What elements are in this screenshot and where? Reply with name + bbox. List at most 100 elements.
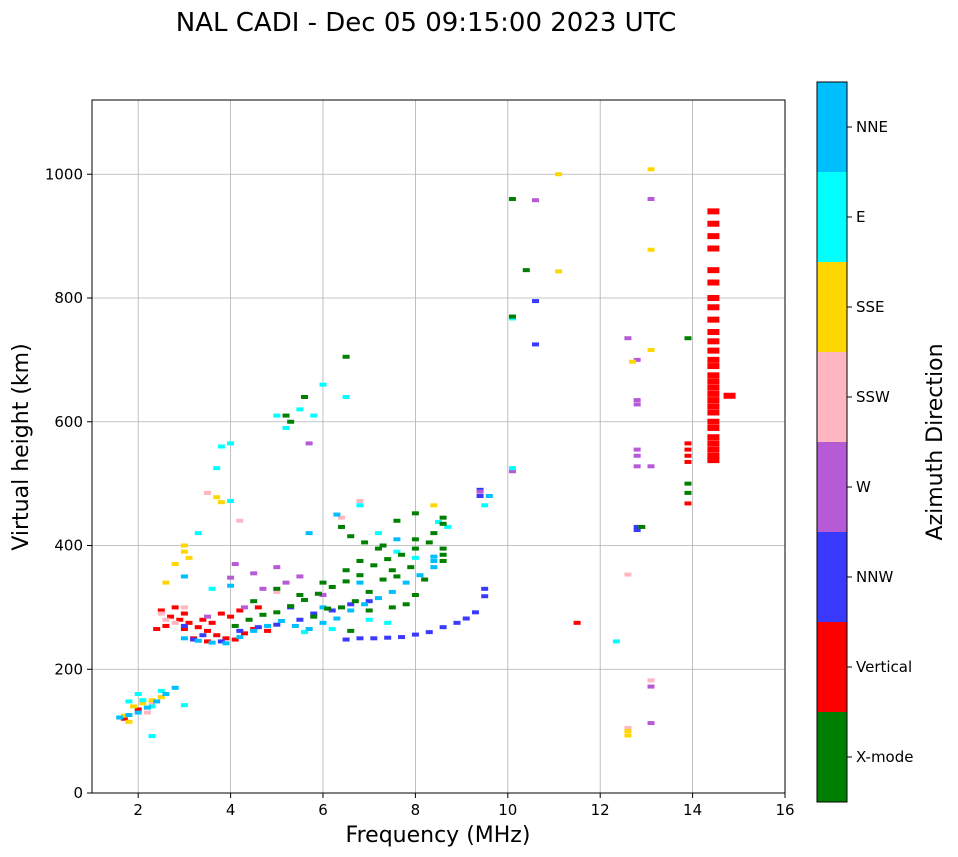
data-point [347, 628, 355, 633]
data-point [633, 398, 641, 403]
data-point [319, 580, 327, 585]
data-point [167, 614, 175, 619]
data-point [199, 633, 207, 638]
series-w [204, 197, 655, 726]
series-nnw [180, 299, 641, 644]
data-point [342, 354, 350, 359]
data-point [430, 554, 438, 559]
data-point [356, 498, 364, 503]
data-point [347, 602, 355, 607]
data-point [365, 608, 373, 613]
data-point [231, 623, 239, 628]
data-point [194, 638, 202, 643]
data-point [273, 589, 281, 594]
data-point [328, 584, 336, 589]
data-point [707, 409, 720, 416]
plot-border [91, 99, 786, 794]
data-point [120, 716, 128, 721]
data-point [707, 434, 720, 441]
data-point [430, 503, 438, 508]
data-point [236, 608, 244, 613]
data-point [508, 197, 516, 201]
data-point [134, 707, 142, 712]
data-point [328, 608, 336, 613]
data-point [481, 503, 489, 508]
data-point [171, 685, 179, 690]
data-point [707, 267, 720, 274]
data-point [707, 457, 720, 464]
series-nne [116, 494, 493, 720]
data-point [282, 580, 290, 585]
data-point [430, 531, 438, 536]
data-point [365, 589, 373, 594]
data-point [684, 481, 692, 486]
data-point [328, 627, 336, 632]
data-point [453, 620, 461, 625]
colorbar-segment [817, 532, 847, 622]
data-point [130, 704, 138, 709]
data-point [333, 616, 341, 621]
data-point [301, 597, 309, 602]
data-point [222, 641, 230, 646]
data-point [324, 606, 332, 611]
data-point [180, 623, 188, 628]
data-point [532, 342, 540, 347]
data-point [522, 268, 530, 273]
data-point [314, 591, 322, 596]
data-point [624, 572, 632, 577]
data-point [374, 596, 382, 601]
data-point [647, 347, 655, 352]
data-point [250, 599, 258, 604]
colorbar-tick-label: W [856, 478, 871, 496]
data-point [633, 357, 641, 362]
data-point [393, 574, 401, 579]
data-point [374, 546, 382, 551]
data-point [171, 620, 179, 625]
data-point [245, 617, 253, 622]
data-point [379, 543, 387, 548]
data-point [393, 518, 401, 523]
data-point [421, 577, 429, 582]
data-point [236, 518, 244, 523]
data-point [190, 637, 198, 642]
data-point [425, 540, 433, 545]
data-point [157, 688, 165, 693]
data-point [208, 586, 216, 591]
data-point [254, 625, 262, 630]
data-point [374, 531, 382, 536]
colorbar-tick-label: SSW [856, 388, 890, 406]
data-point [707, 390, 720, 397]
data-point [125, 713, 133, 718]
data-point [333, 512, 341, 517]
data-point [462, 616, 470, 621]
data-point [227, 614, 235, 619]
data-point [388, 589, 396, 594]
data-point [171, 605, 179, 610]
data-point [361, 602, 369, 607]
data-point [707, 304, 720, 311]
colorbar-label: Azimuth Direction [923, 343, 948, 540]
data-point [153, 627, 161, 632]
plot-area [92, 100, 785, 793]
data-point [707, 208, 720, 215]
data-point [624, 729, 632, 734]
data-point [439, 552, 447, 557]
data-point [647, 678, 655, 683]
data-point [411, 555, 419, 560]
data-point [508, 314, 516, 319]
data-point [296, 574, 304, 579]
data-point [684, 490, 692, 495]
x-tick-label: 12 [591, 801, 610, 819]
x-tick-label: 8 [411, 801, 421, 819]
data-marks [116, 167, 736, 739]
data-point [388, 605, 396, 610]
data-point [624, 726, 632, 731]
data-point [305, 531, 313, 536]
data-point [707, 363, 720, 370]
data-point [213, 633, 221, 638]
data-point [310, 611, 318, 616]
data-point [319, 593, 327, 597]
y-tick-label: 0 [73, 784, 83, 802]
data-point [633, 464, 641, 469]
colorbar-tick-label: SSE [856, 298, 885, 316]
